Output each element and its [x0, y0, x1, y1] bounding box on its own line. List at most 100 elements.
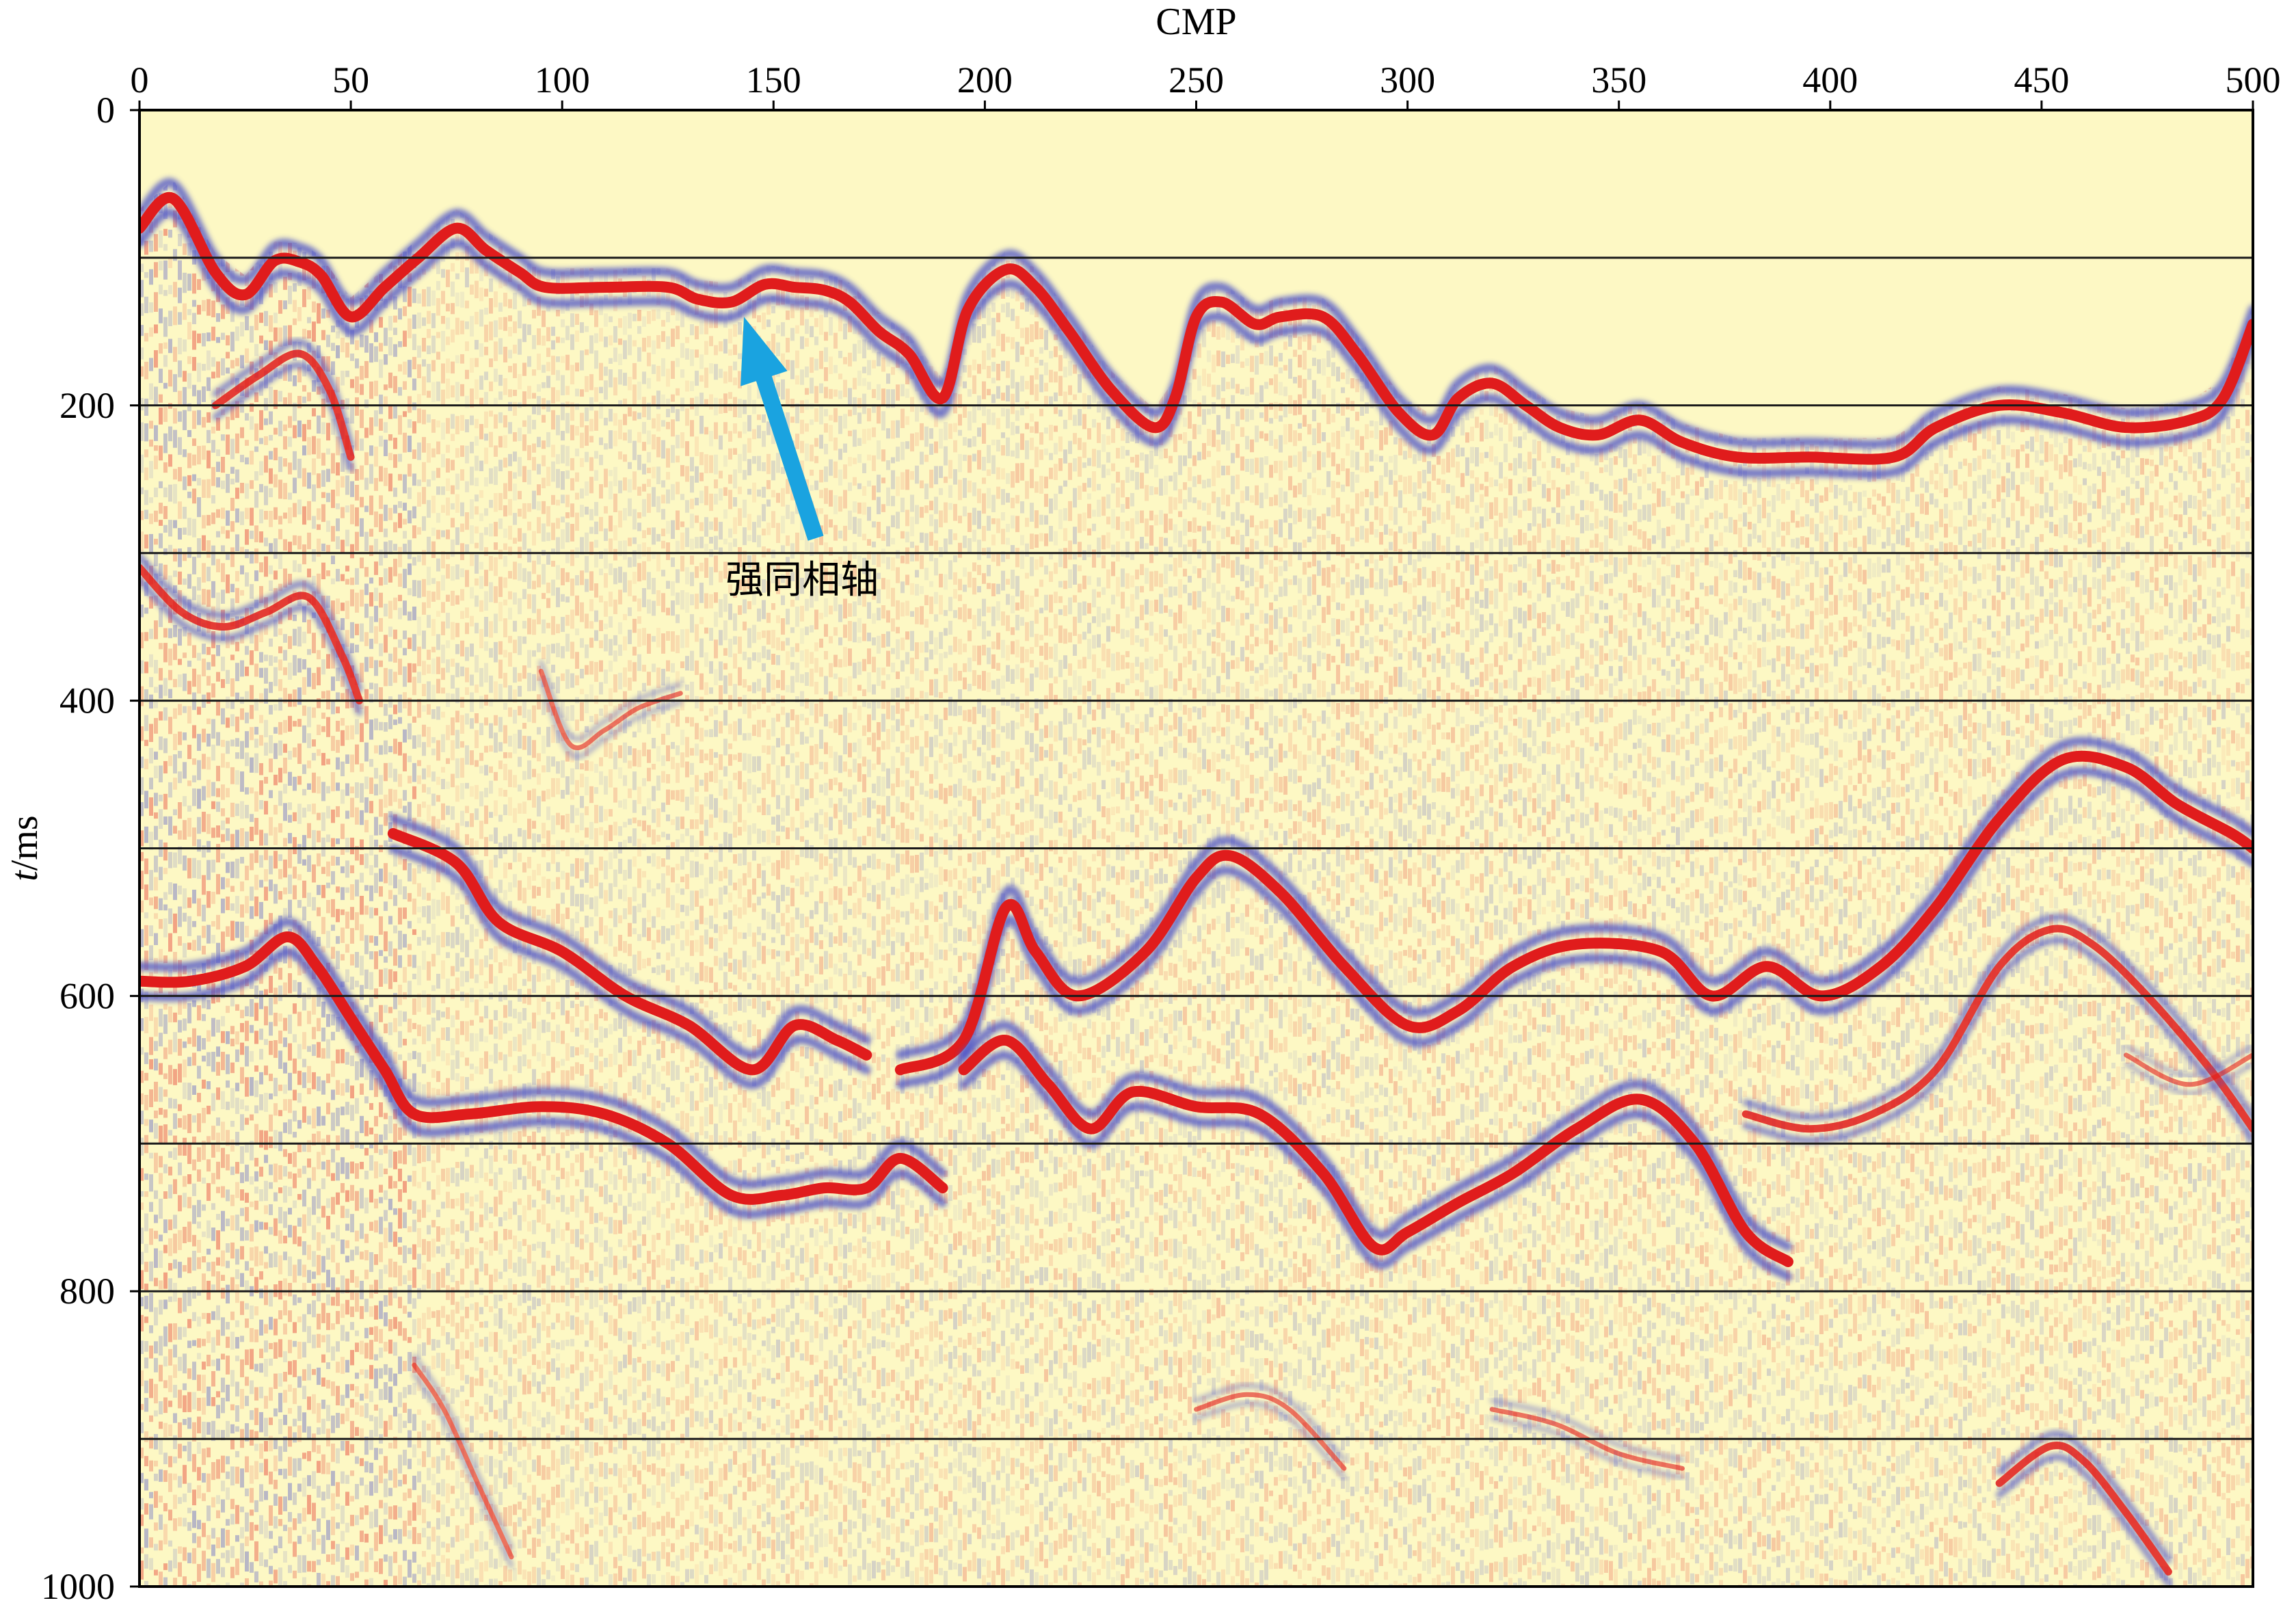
- noise-cell: [398, 639, 402, 648]
- noise-cell: [374, 410, 378, 427]
- noise-cell: [498, 1271, 503, 1279]
- noise-cell: [542, 1465, 546, 1481]
- noise-cell: [226, 554, 230, 560]
- noise-cell: [532, 406, 536, 414]
- noise-cell: [441, 1305, 445, 1318]
- noise-cell: [431, 1136, 436, 1154]
- noise-cell: [278, 968, 282, 980]
- noise-cell: [489, 1549, 493, 1568]
- noise-cell: [470, 525, 474, 544]
- noise-cell: [350, 725, 354, 740]
- noise-cell: [259, 1484, 263, 1502]
- noise-cell: [293, 721, 297, 727]
- noise-cell: [154, 793, 158, 806]
- noise-cell: [259, 715, 263, 724]
- noise-cell: [159, 284, 163, 295]
- noise-cell: [537, 727, 541, 735]
- noise-cell: [532, 419, 536, 429]
- noise-cell: [475, 358, 479, 367]
- noise-cell: [240, 1009, 244, 1018]
- noise-cell: [235, 469, 239, 483]
- noise-cell: [518, 1483, 522, 1495]
- noise-cell: [221, 456, 225, 473]
- noise-cell: [446, 855, 450, 875]
- noise-cell: [240, 771, 244, 792]
- noise-cell: [355, 782, 359, 798]
- noise-cell: [479, 1433, 483, 1442]
- noise-cell: [264, 801, 268, 815]
- noise-cell: [364, 1299, 369, 1312]
- noise-cell: [197, 984, 201, 992]
- noise-cell: [417, 1052, 421, 1067]
- noise-cell: [293, 451, 297, 470]
- noise-cell: [211, 935, 215, 944]
- noise-cell: [245, 1193, 249, 1203]
- noise-cell: [527, 618, 531, 635]
- noise-cell: [168, 1349, 172, 1366]
- noise-cell: [565, 1404, 570, 1419]
- noise-cell: [211, 357, 215, 367]
- noise-cell: [369, 1481, 373, 1496]
- noise-cell: [556, 1353, 560, 1361]
- noise-cell: [451, 830, 455, 839]
- noise-cell: [235, 830, 239, 848]
- noise-cell: [446, 594, 450, 602]
- noise-cell: [393, 559, 397, 576]
- noise-cell: [307, 1178, 311, 1189]
- noise-cell: [168, 1065, 172, 1085]
- noise-cell: [451, 590, 455, 606]
- noise-cell: [317, 1042, 321, 1058]
- noise-cell: [235, 1182, 239, 1198]
- noise-cell: [297, 499, 302, 515]
- noise-cell: [139, 1093, 144, 1105]
- noise-cell: [226, 977, 230, 985]
- noise-cell: [278, 628, 282, 635]
- noise-cell: [532, 531, 536, 546]
- noise-cell: [312, 1530, 316, 1550]
- noise-cell: [364, 1170, 369, 1180]
- noise-cell: [326, 334, 330, 347]
- noise-cell: [436, 529, 440, 540]
- noise-cell: [297, 658, 302, 673]
- noise-cell: [144, 661, 148, 674]
- noise-cell: [451, 1364, 455, 1375]
- noise-cell: [498, 549, 503, 559]
- noise-cell: [388, 1535, 392, 1543]
- noise-cell: [465, 1147, 469, 1157]
- noise-cell: [508, 453, 512, 466]
- noise-cell: [206, 1386, 211, 1406]
- noise-cell: [374, 1448, 378, 1460]
- noise-cell: [393, 789, 397, 802]
- noise-cell: [451, 1015, 455, 1028]
- noise-cell: [551, 1265, 555, 1276]
- noise-cell: [254, 1571, 258, 1582]
- noise-cell: [489, 1395, 493, 1412]
- noise-cell: [264, 310, 268, 326]
- noise-cell: [321, 1303, 325, 1323]
- noise-cell: [489, 1207, 493, 1214]
- noise-cell: [144, 1052, 148, 1065]
- noise-cell: [518, 1561, 522, 1575]
- noise-cell: [364, 567, 369, 577]
- noise-cell: [154, 855, 158, 873]
- noise-cell: [216, 914, 220, 930]
- noise-cell: [297, 1483, 302, 1492]
- noise-cell: [144, 1119, 148, 1126]
- noise-cell: [139, 1270, 144, 1289]
- noise-cell: [489, 1019, 493, 1035]
- noise-cell: [532, 906, 536, 923]
- noise-cell: [475, 622, 479, 634]
- noise-cell: [364, 656, 369, 672]
- noise-cell: [498, 1295, 503, 1301]
- noise-cell: [498, 788, 503, 797]
- noise-cell: [546, 1126, 550, 1145]
- noise-cell: [350, 1141, 354, 1150]
- noise-cell: [398, 773, 402, 787]
- noise-cell: [192, 725, 196, 739]
- noise-cell: [297, 1405, 302, 1421]
- noise-cell: [556, 761, 560, 774]
- noise-cell: [254, 1431, 258, 1440]
- noise-cell: [508, 1208, 512, 1219]
- noise-cell: [431, 1160, 436, 1173]
- noise-cell: [288, 393, 292, 406]
